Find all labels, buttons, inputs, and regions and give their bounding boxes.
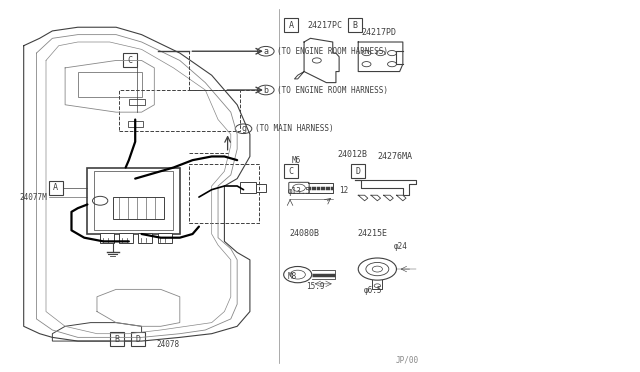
Bar [88, 167, 180, 234]
Text: a: a [263, 47, 268, 56]
Text: 24077M: 24077M [19, 193, 47, 202]
Text: D: D [356, 167, 361, 176]
Text: φ24: φ24 [394, 243, 408, 251]
Bar [129, 99, 145, 105]
Bar [100, 233, 114, 243]
Text: M6: M6 [291, 155, 301, 165]
Bar [119, 233, 133, 243]
Text: 24215E: 24215E [357, 230, 387, 238]
Text: b: b [263, 86, 268, 94]
Text: 24217PC: 24217PC [307, 21, 342, 30]
FancyBboxPatch shape [110, 332, 124, 346]
Text: φ6.5: φ6.5 [364, 286, 383, 295]
FancyBboxPatch shape [49, 181, 63, 195]
Text: (TO ENGINE ROOM HARNESS): (TO ENGINE ROOM HARNESS) [277, 47, 388, 56]
Text: A: A [289, 21, 294, 30]
FancyBboxPatch shape [284, 18, 298, 32]
Bar [157, 233, 172, 243]
Bar [138, 233, 152, 243]
Text: 24012B: 24012B [338, 150, 368, 159]
Text: (TO ENGINE ROOM HARNESS): (TO ENGINE ROOM HARNESS) [277, 86, 388, 94]
Text: A: A [53, 183, 58, 192]
Text: g: g [241, 124, 246, 133]
Text: 24217PD: 24217PD [362, 28, 396, 37]
FancyBboxPatch shape [131, 332, 145, 346]
Bar [256, 184, 266, 192]
FancyBboxPatch shape [348, 18, 362, 32]
Text: M8: M8 [287, 272, 297, 281]
Text: 24078: 24078 [156, 340, 179, 349]
Text: 12: 12 [339, 186, 348, 195]
FancyBboxPatch shape [351, 164, 365, 178]
Text: 24276MA: 24276MA [378, 152, 412, 161]
FancyBboxPatch shape [284, 164, 298, 178]
Text: φ13.5: φ13.5 [287, 187, 310, 196]
Text: JP/00: JP/00 [395, 355, 419, 364]
Text: D: D [136, 335, 141, 344]
Text: 15.9: 15.9 [307, 282, 325, 291]
Text: C: C [289, 167, 294, 176]
Text: B: B [115, 335, 120, 344]
Bar [127, 121, 143, 127]
Bar [241, 182, 256, 193]
Bar [94, 171, 173, 230]
Bar [78, 71, 141, 97]
Text: C: C [127, 56, 132, 65]
Text: (TO MAIN HARNESS): (TO MAIN HARNESS) [255, 124, 333, 133]
Text: B: B [353, 21, 358, 30]
Text: 24080B: 24080B [289, 230, 319, 238]
FancyBboxPatch shape [123, 54, 137, 67]
Bar [113, 197, 164, 219]
